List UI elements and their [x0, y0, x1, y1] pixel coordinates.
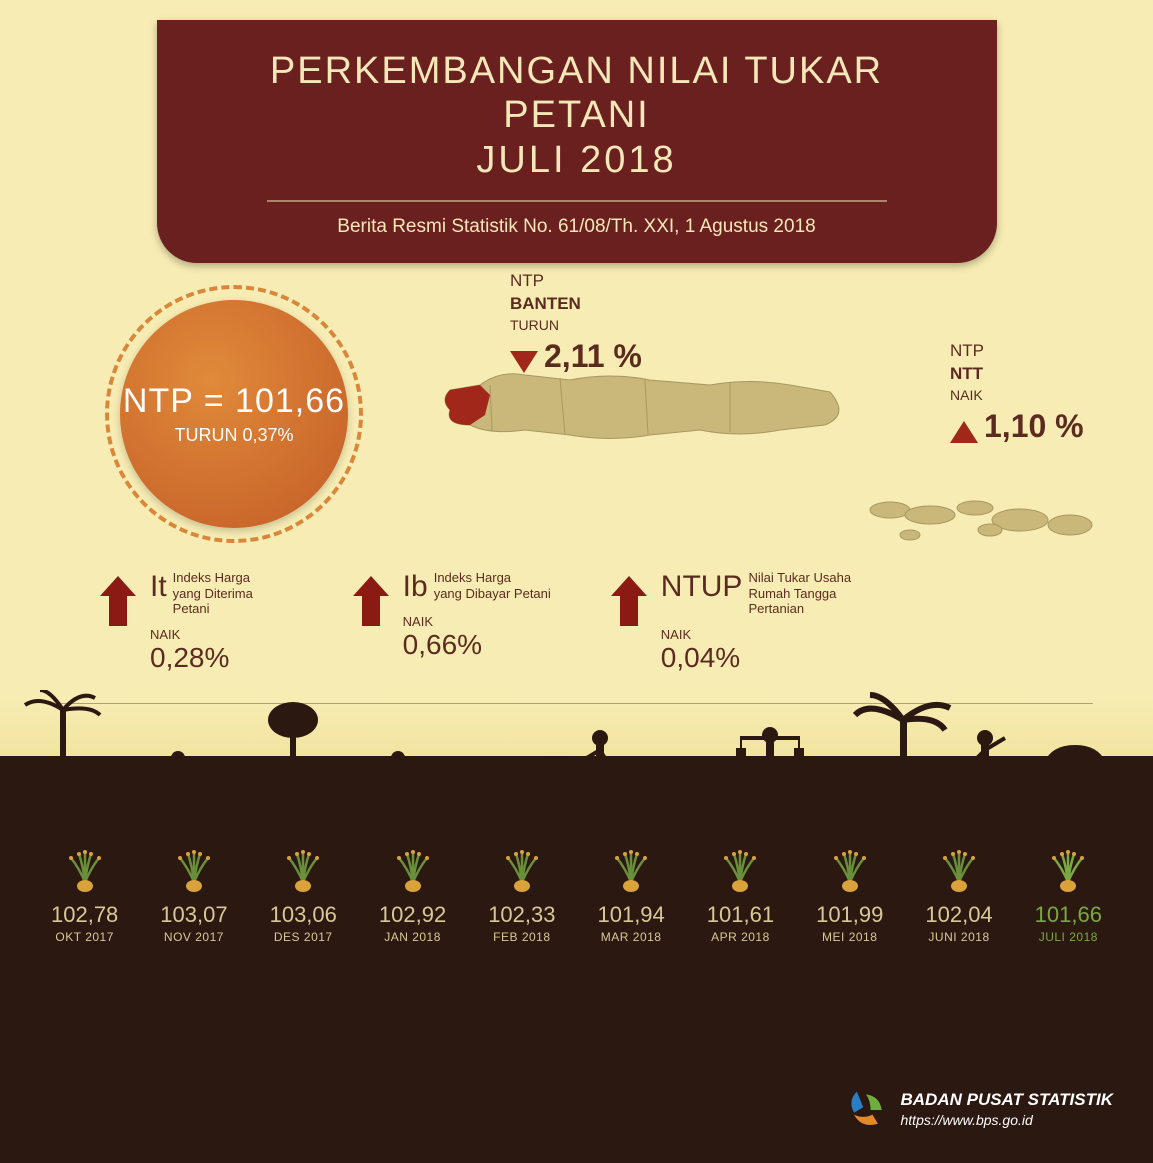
- timeline-month: FEB 2018: [488, 930, 555, 944]
- rice-plant-icon: [822, 840, 878, 896]
- indicator-pct: 0,66%: [403, 629, 551, 661]
- indicator-desc: Nilai Tukar UsahaRumah Tangga Pertanian: [748, 570, 868, 617]
- timeline-value: 101,99: [816, 902, 883, 928]
- timeline-value: 103,07: [160, 902, 227, 928]
- timeline-item: 103,07 NOV 2017: [160, 840, 227, 944]
- farming-silhouette: [0, 690, 1153, 810]
- timeline-month: MAR 2018: [597, 930, 664, 944]
- arrow-up-icon: [353, 570, 389, 626]
- rice-plant-icon: [603, 840, 659, 896]
- timeline-value: 103,06: [270, 902, 337, 928]
- rice-plant-icon: [931, 840, 987, 896]
- timeline-item: 101,94 MAR 2018: [597, 840, 664, 944]
- indicator-code: It: [150, 570, 167, 604]
- footer: BADAN PUSAT STATISTIK https://www.bps.go…: [843, 1087, 1114, 1133]
- indicator-code: Ib: [403, 570, 428, 604]
- indicator-desc: Indeks Hargayang Dibayar Petani: [434, 570, 551, 601]
- timeline-item: 102,04 JUNI 2018: [925, 840, 992, 944]
- timeline-item: 101,61 APR 2018: [707, 840, 774, 944]
- indicator-dir: NAIK: [403, 614, 551, 629]
- timeline-item: 103,06 DES 2017: [270, 840, 337, 944]
- timeline-item: 101,66 JULI 2018: [1035, 840, 1102, 944]
- arrow-up-icon: [611, 570, 647, 626]
- footer-url[interactable]: https://www.bps.go.id: [901, 1112, 1033, 1128]
- timeline: 102,78 OKT 2017 103,07 NOV 2017 103,06 DES 20…: [0, 840, 1153, 944]
- java-ntt-map: [430, 330, 1110, 560]
- indicator-it: ItIndeks Hargayang Diterima Petani NAIK0,…: [100, 570, 293, 674]
- arrow-up-icon: [100, 570, 136, 626]
- ntt-islands-shape: [870, 501, 1092, 540]
- timeline-month: JAN 2018: [379, 930, 446, 944]
- indicator-dir: NAIK: [150, 627, 293, 642]
- timeline-value: 102,04: [925, 902, 992, 928]
- rice-plant-icon: [275, 840, 331, 896]
- timeline-value: 102,33: [488, 902, 555, 928]
- timeline-month: JUNI 2018: [925, 930, 992, 944]
- timeline-item: 102,92 JAN 2018: [379, 840, 446, 944]
- timeline-value: 101,66: [1035, 902, 1102, 928]
- timeline-month: APR 2018: [707, 930, 774, 944]
- title-line1: PERKEMBANGAN NILAI TUKAR PETANI: [197, 50, 957, 137]
- footer-text: BADAN PUSAT STATISTIK https://www.bps.go…: [901, 1090, 1114, 1131]
- indicator-pct: 0,04%: [661, 642, 869, 674]
- indicator-row: ItIndeks Hargayang Diterima PetaniNAIK0,…: [100, 570, 868, 674]
- header-panel: PERKEMBANGAN NILAI TUKAR PETANI JULI 201…: [157, 20, 997, 263]
- timeline-month: DES 2017: [270, 930, 337, 944]
- timeline-month: JULI 2018: [1035, 930, 1102, 944]
- timeline-item: 101,99 MEI 2018: [816, 840, 883, 944]
- indicator-ntup: NTUPNilai Tukar UsahaRumah Tangga Pertan…: [611, 570, 869, 674]
- timeline-item: 102,33 FEB 2018: [488, 840, 555, 944]
- banten-l2: BANTEN: [510, 293, 642, 316]
- timeline-month: OKT 2017: [51, 930, 118, 944]
- timeline-value: 101,61: [707, 902, 774, 928]
- ntp-value: NTP = 101,66: [123, 382, 345, 421]
- header-subtitle: Berita Resmi Statistik No. 61/08/Th. XXI…: [197, 216, 957, 238]
- timeline-value: 101,94: [597, 902, 664, 928]
- bps-logo-icon: [843, 1087, 889, 1133]
- rice-plant-icon: [385, 840, 441, 896]
- header-divider: [267, 200, 887, 202]
- ntp-disc: NTP = 101,66 TURUN 0,37%: [120, 300, 348, 528]
- indicator-ib: IbIndeks Hargayang Dibayar Petani NAIK0,6…: [353, 570, 551, 674]
- footer-org: BADAN PUSAT STATISTIK: [901, 1090, 1114, 1110]
- indicator-pct: 0,28%: [150, 642, 293, 674]
- rice-plant-icon: [57, 840, 113, 896]
- rice-plant-icon: [1040, 840, 1096, 896]
- timeline-value: 102,92: [379, 902, 446, 928]
- java-island-shape: [445, 374, 839, 439]
- ntp-change: TURUN 0,37%: [174, 425, 293, 446]
- rice-plant-icon: [166, 840, 222, 896]
- title-line2: JULI 2018: [197, 139, 957, 182]
- timeline-value: 102,78: [51, 902, 118, 928]
- rice-plant-icon: [712, 840, 768, 896]
- ntp-summary-circle: NTP = 101,66 TURUN 0,37%: [105, 285, 363, 543]
- timeline-item: 102,78 OKT 2017: [51, 840, 118, 944]
- timeline-month: MEI 2018: [816, 930, 883, 944]
- regional-map-block: NTP BANTEN TURUN 2,11 % NTP NTT NAIK 1,1…: [430, 270, 1110, 550]
- rice-plant-icon: [494, 840, 550, 896]
- timeline-month: NOV 2017: [160, 930, 227, 944]
- indicator-dir: NAIK: [661, 627, 869, 642]
- banten-l1: NTP: [510, 270, 642, 293]
- indicator-desc: Indeks Hargayang Diterima Petani: [173, 570, 293, 617]
- indicator-code: NTUP: [661, 570, 743, 604]
